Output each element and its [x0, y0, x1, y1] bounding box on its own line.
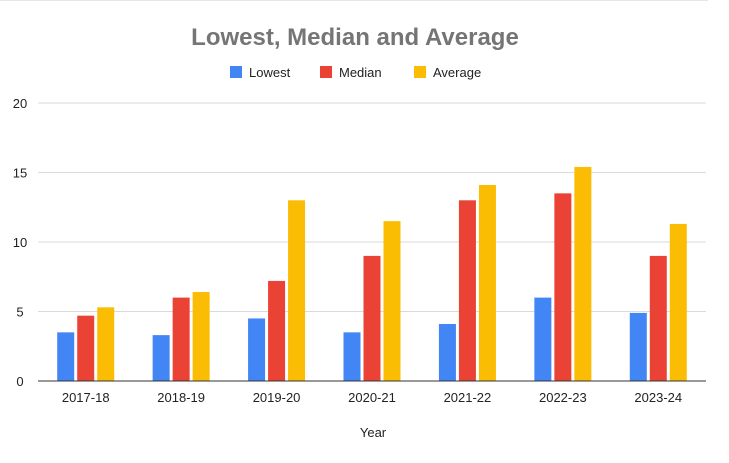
- bar-average-2021-22: [478, 185, 496, 381]
- bar-median-2022-23: [554, 193, 572, 381]
- bar-lowest-2022-23: [534, 297, 552, 381]
- legend-label-lowest: Lowest: [249, 65, 291, 80]
- bar-lowest-2019-20: [248, 318, 266, 381]
- x-tick-label: 2023-24: [634, 390, 682, 405]
- legend-label-average: Average: [433, 65, 481, 80]
- x-tick-label: 2021-22: [444, 390, 492, 405]
- bar-average-2019-20: [288, 200, 306, 381]
- legend-swatch-median: [320, 66, 332, 78]
- legend-swatch-average: [414, 66, 426, 78]
- x-tick-label: 2018-19: [157, 390, 205, 405]
- bar-lowest-2018-19: [152, 335, 170, 381]
- x-tick-label: 2022-23: [539, 390, 587, 405]
- y-tick-label: 15: [13, 166, 27, 181]
- bar-lowest-2021-22: [438, 324, 456, 381]
- bar-median-2021-22: [458, 200, 476, 381]
- bar-lowest-2020-21: [343, 332, 361, 381]
- x-tick-label: 2017-18: [62, 390, 110, 405]
- bar-median-2020-21: [363, 255, 381, 381]
- y-tick-label: 20: [13, 96, 27, 111]
- y-tick-label: 10: [13, 235, 27, 250]
- x-axis-ticks: 2017-18 2018-19 2019-20 2020-21 2021-22 2022-…: [62, 390, 682, 405]
- bar-median-2019-20: [268, 280, 286, 381]
- bar-median-2017-18: [77, 315, 95, 381]
- legend-swatch-lowest: [230, 66, 242, 78]
- bar-average-2018-19: [192, 292, 210, 381]
- bar-median-2023-24: [649, 255, 667, 381]
- chart-title: Lowest, Median and Average: [191, 24, 519, 51]
- legend: Lowest Median Average: [230, 65, 481, 80]
- bar-average-2022-23: [574, 166, 592, 381]
- bar-average-2023-24: [669, 223, 687, 381]
- y-tick-label: 0: [16, 374, 23, 389]
- legend-label-median: Median: [339, 65, 382, 80]
- x-axis-label: Year: [360, 425, 387, 440]
- top-divider: [0, 0, 708, 1]
- bar-lowest-2017-18: [57, 332, 75, 381]
- y-axis-ticks: 0 5 10 15 20: [13, 96, 27, 389]
- bar-average-2017-18: [97, 307, 115, 381]
- bar-average-2020-21: [383, 221, 401, 381]
- y-tick-label: 5: [16, 305, 23, 320]
- bar-median-2018-19: [172, 297, 190, 381]
- x-tick-label: 2020-21: [348, 390, 396, 405]
- bars: [57, 166, 687, 381]
- x-tick-label: 2019-20: [253, 390, 301, 405]
- bar-lowest-2023-24: [629, 312, 647, 381]
